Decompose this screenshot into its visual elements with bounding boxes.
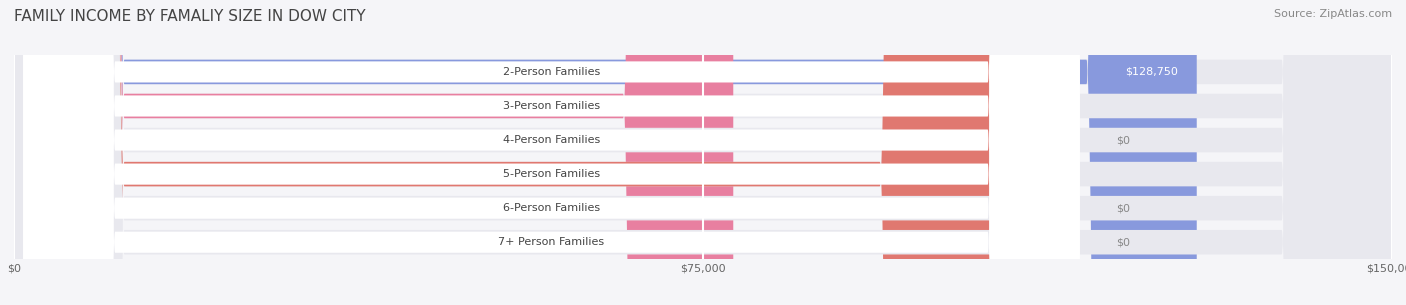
Text: $128,750: $128,750 xyxy=(1125,67,1178,77)
FancyBboxPatch shape xyxy=(14,0,1392,305)
Text: 2-Person Families: 2-Person Families xyxy=(503,67,600,77)
Text: 4-Person Families: 4-Person Families xyxy=(503,135,600,145)
FancyBboxPatch shape xyxy=(14,0,1197,305)
FancyBboxPatch shape xyxy=(24,0,1080,305)
Text: Source: ZipAtlas.com: Source: ZipAtlas.com xyxy=(1274,9,1392,19)
FancyBboxPatch shape xyxy=(14,0,1392,305)
FancyBboxPatch shape xyxy=(24,0,1080,305)
FancyBboxPatch shape xyxy=(24,0,1080,305)
FancyBboxPatch shape xyxy=(14,0,1392,305)
FancyBboxPatch shape xyxy=(24,0,1080,305)
Text: $0: $0 xyxy=(1116,237,1130,247)
Text: $78,295: $78,295 xyxy=(669,101,714,111)
Text: 7+ Person Families: 7+ Person Families xyxy=(498,237,605,247)
Text: $106,250: $106,250 xyxy=(920,169,972,179)
FancyBboxPatch shape xyxy=(14,0,1392,305)
Text: 5-Person Families: 5-Person Families xyxy=(503,169,600,179)
Text: $0: $0 xyxy=(1116,203,1130,213)
FancyBboxPatch shape xyxy=(14,0,990,305)
FancyBboxPatch shape xyxy=(14,0,1392,305)
FancyBboxPatch shape xyxy=(24,0,1080,305)
FancyBboxPatch shape xyxy=(14,0,734,305)
Text: $0: $0 xyxy=(1116,135,1130,145)
FancyBboxPatch shape xyxy=(14,0,1392,305)
Text: 3-Person Families: 3-Person Families xyxy=(503,101,600,111)
Text: 6-Person Families: 6-Person Families xyxy=(503,203,600,213)
Text: FAMILY INCOME BY FAMALIY SIZE IN DOW CITY: FAMILY INCOME BY FAMALIY SIZE IN DOW CIT… xyxy=(14,9,366,24)
FancyBboxPatch shape xyxy=(24,0,1080,305)
